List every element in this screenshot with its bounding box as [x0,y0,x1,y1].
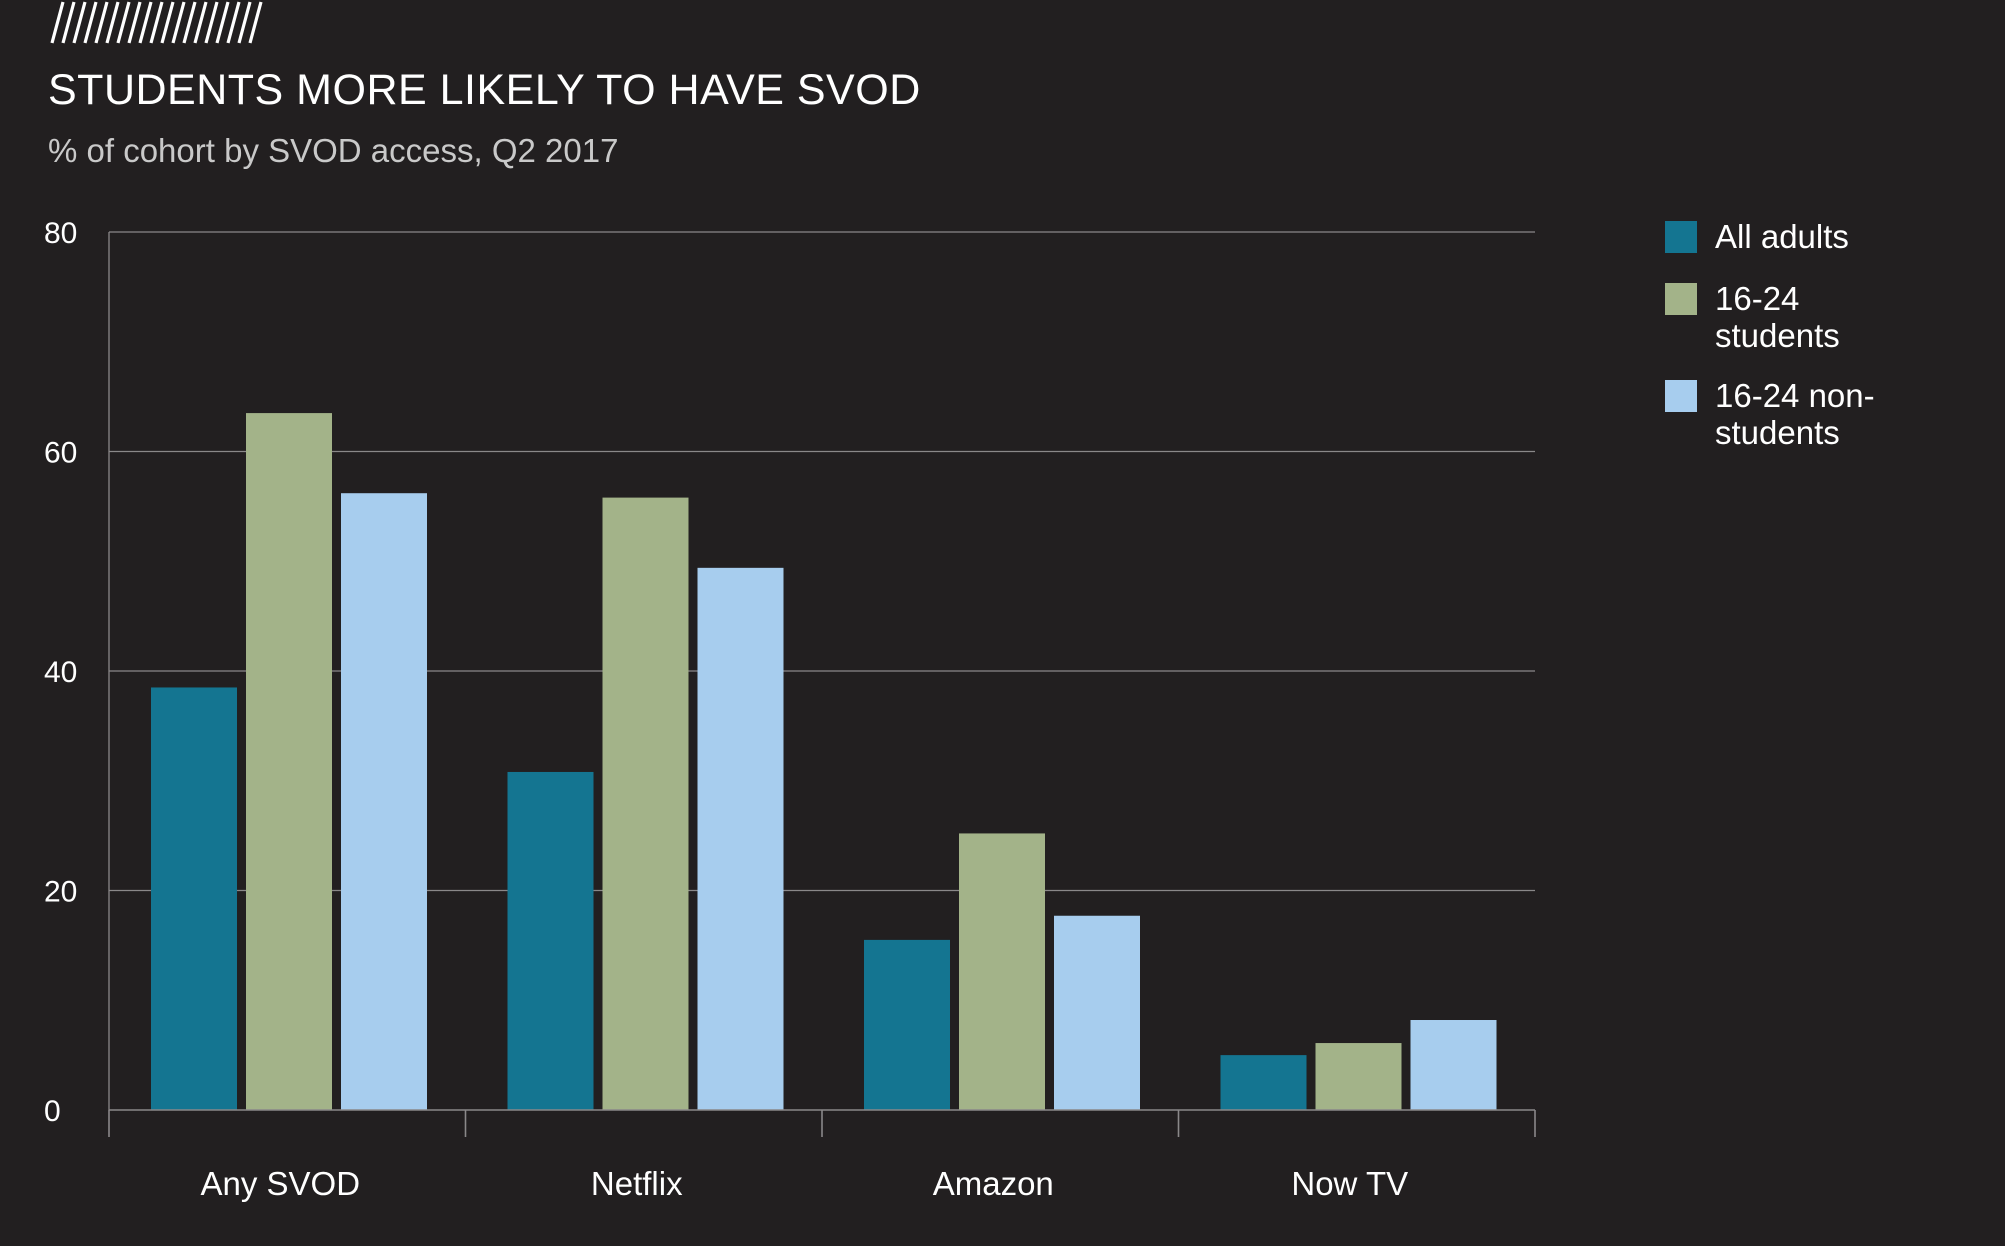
hatch-stroke [94,1,109,44]
bar [246,413,332,1110]
y-tick-label: 80 [44,217,77,250]
hatch-decoration [50,1,263,44]
legend-swatch [1665,283,1697,315]
bar [602,497,689,1111]
chart-subtitle: % of cohort by SVOD access, Q2 2017 [48,132,619,169]
hatch-stroke [61,1,76,44]
hatch-stroke [116,1,131,44]
bar [864,939,950,1110]
bar [959,833,1045,1110]
y-tick-label: 40 [44,656,77,689]
hatch-stroke [83,1,98,44]
x-category-label: Netflix [591,1165,683,1202]
bars [151,413,1497,1111]
hatch-stroke [160,1,175,44]
x-category-label: Now TV [1291,1165,1408,1202]
hatch-stroke [215,1,230,44]
x-category-label: Amazon [933,1165,1054,1202]
legend-swatch [1665,380,1697,412]
bar [1410,1020,1497,1110]
hatch-stroke [171,1,186,44]
legend-label: 16-24 students [1715,280,1840,354]
y-tick-label: 60 [44,437,77,470]
x-axis-labels: Any SVOD Netflix Amazon Now TV [200,1165,1408,1202]
legend-label-line: 16-24 [1715,280,1799,317]
bar [1054,915,1140,1110]
bar [697,567,784,1110]
x-category-label: Any SVOD [200,1165,360,1202]
hatch-stroke [72,1,87,44]
y-tick-label: 20 [44,876,77,909]
legend-label-line: 16-24 non- [1715,377,1875,414]
hatch-stroke [138,1,153,44]
bar [507,771,594,1110]
legend-label-line: students [1715,317,1840,354]
hatch-stroke [105,1,120,44]
legend-label: All adults [1715,218,1849,255]
legend-label-line: students [1715,414,1840,451]
bar [1315,1043,1402,1110]
hatch-stroke [182,1,197,44]
y-tick-label: 0 [44,1095,61,1128]
bar [151,687,237,1110]
hatch-stroke [50,1,65,44]
x-axis [108,1109,1536,1137]
bar [341,493,427,1111]
legend-label: 16-24 non-students [1715,377,1875,451]
hatch-stroke [248,1,263,44]
y-axis-ticks: 0 20 40 60 80 [44,217,77,1128]
legend-label-line: All adults [1715,218,1849,255]
legend-swatch [1665,221,1697,253]
hatch-stroke [193,1,208,44]
hatch-stroke [204,1,219,44]
hatch-stroke [226,1,241,44]
bar [1220,1055,1307,1110]
hatch-stroke [149,1,164,44]
hatch-stroke [237,1,252,44]
chart-title: STUDENTS MORE LIKELY TO HAVE SVOD [48,66,921,114]
hatch-stroke [127,1,142,44]
